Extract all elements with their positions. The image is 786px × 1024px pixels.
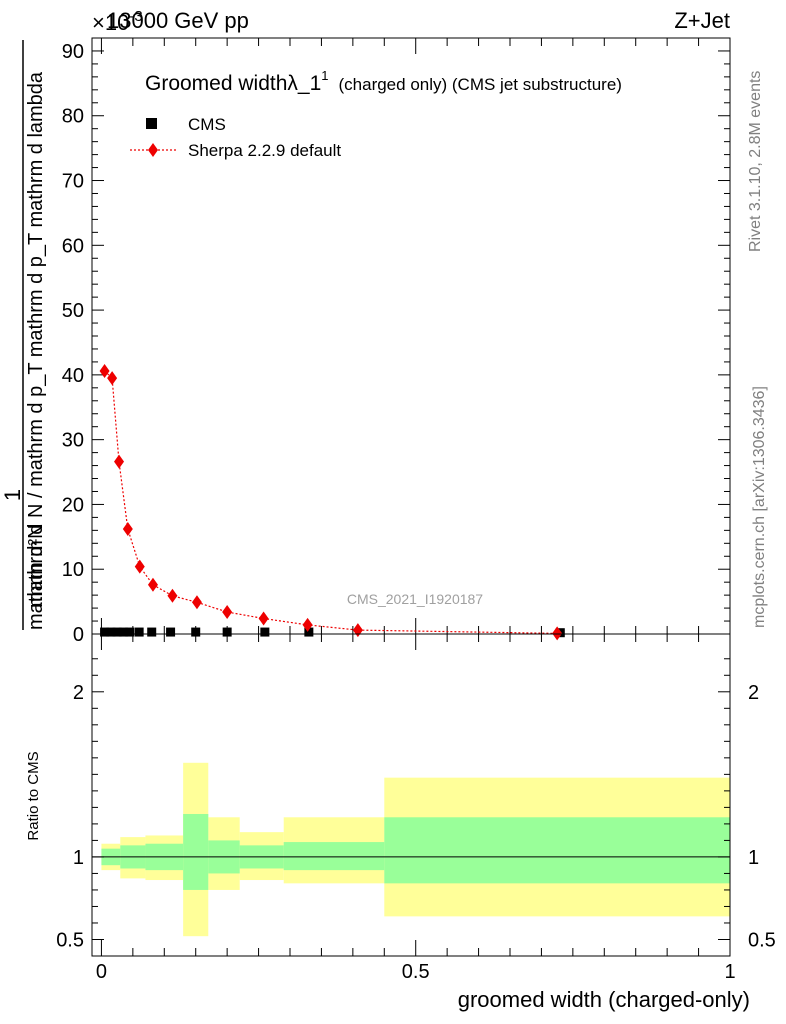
cms-point [304,627,314,637]
sherpa-point [99,363,110,378]
ratio-ylabel: Ratio to CMS [25,751,42,840]
ratio-inner-band [283,842,385,871]
mcplots-label: mcplots.cern.ch [arXiv:1306.3436] [751,386,768,628]
ratio-y-tick-label: 2 [73,682,84,704]
xlabel: groomed width (charged-only) [458,987,750,1012]
y-tick-label: 50 [62,300,84,322]
top-ylabel: 1 mathrm d N / mathrm d p_T mathrm d p_T… [0,40,47,630]
y-tick-label: 80 [62,106,84,128]
cms-point [222,627,232,637]
ratio-y-tick-label: 1 [73,847,84,869]
y-tick-label: 90 [62,41,84,63]
energy-label: 13000 GeV pp [107,8,249,33]
cms-point [191,627,201,637]
cms-point [125,627,135,637]
ylabel-numerator-one: 1 [0,489,25,501]
exponent-label: ×10-3 [92,8,143,35]
sherpa-point [114,454,125,469]
sherpa-point [147,577,158,592]
sherpa-point [352,623,363,638]
analysis-label: CMS_2021_I1920187 [347,591,483,607]
main-axis-ticks: 0 10 20 30 40 50 60 70 80 90 [62,37,731,646]
sherpa-point [222,604,233,619]
legend-sherpa-marker [148,143,158,157]
y-tick-label: 10 [62,559,84,581]
x-tick-label: 0.5 [402,961,430,983]
legend-cms-label: CMS [188,115,226,134]
ratio-y-tick-label-right: 2 [748,682,759,704]
ratio-plot-frame [91,633,731,957]
ylabel-upper-line: mathrm d N / mathrm d p_T mathrm d p_T m… [25,71,47,608]
y-tick-label: 30 [62,430,84,452]
legend: CMS Sherpa 2.2.9 default [130,115,341,160]
ratio-inner-band [183,813,209,890]
sherpa-point [302,617,313,632]
y-tick-label: 0 [73,624,84,646]
sherpa-point [134,559,145,574]
x-tick-label: 1 [724,961,735,983]
cms-point [118,627,128,637]
cms-point [260,627,270,637]
x-tick-label: 0 [96,961,107,983]
cms-point [147,627,157,637]
cms-point [106,627,116,637]
ratio-y-tick-label-right: 0.5 [748,929,776,951]
ratio-axis-ticks: 0.5 0.5 1 1 2 2 0 0.5 1 [56,634,776,983]
y-tick-label: 70 [62,171,84,193]
process-label: Z+Jet [674,8,730,33]
plot-title: Groomed widthλ_11 (charged only) (CMS jet… [145,68,622,95]
sherpa-point [191,595,202,610]
sherpa-point [258,611,269,626]
y-tick-label: 40 [62,365,84,387]
sherpa-point [552,626,563,641]
ratio-uncertainty-bands [92,762,730,937]
y-tick-label: 60 [62,235,84,257]
cms-point [112,627,122,637]
sherpa-point [167,588,178,603]
cms-point [166,627,176,637]
cms-point [134,627,144,637]
legend-cms-marker [146,118,157,129]
main-series [99,363,565,641]
sherpa-point [107,371,118,386]
y-tick-label: 20 [62,494,84,516]
ratio-y-tick-label-right: 1 [748,847,759,869]
sherpa-point [122,522,133,537]
rivet-version-label: Rivet 3.1.10, 2.8M events [747,71,764,252]
cms-point [100,627,110,637]
legend-sherpa-label: Sherpa 2.2.9 default [188,141,341,160]
ratio-y-tick-label: 0.5 [56,929,84,951]
ratio-inner-band [384,817,730,884]
ylabel-lower-line: mathrm d²N [25,524,47,630]
